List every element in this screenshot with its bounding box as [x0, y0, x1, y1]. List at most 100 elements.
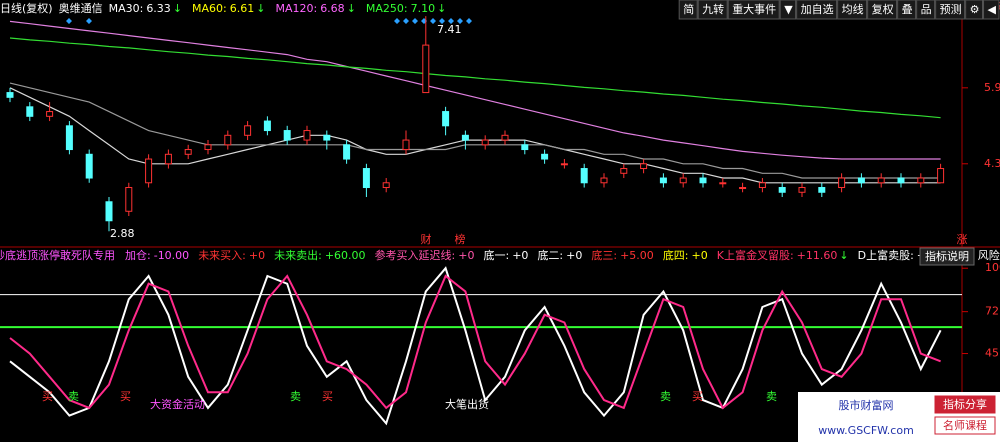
candle-body [917, 177, 925, 184]
candle-body [442, 111, 450, 127]
candle-body [481, 139, 489, 146]
candle-body [382, 182, 390, 189]
indicator-value: +0 [458, 249, 474, 262]
indicator-label: 加仓: [125, 248, 151, 262]
indicator-value: +0 [249, 249, 265, 262]
candle-body [26, 106, 34, 117]
candle-body [659, 177, 667, 184]
candle-body [164, 153, 172, 165]
ma-label: MA120: [275, 2, 317, 15]
y-tick-label: 45 [985, 347, 999, 360]
candle-body [283, 130, 291, 141]
indicator-label: 底一: [484, 248, 510, 262]
toolbar-button[interactable] [678, 0, 698, 20]
candle-body [105, 201, 113, 222]
indicator-line [9, 274, 941, 410]
indicator-help-label: 指标说明 [925, 249, 969, 263]
toolbar-button[interactable] [935, 0, 966, 20]
candle-body [560, 163, 568, 166]
indicator-label: 未来卖出: [274, 248, 322, 262]
candle-body [422, 44, 430, 94]
annotation: 2.88 [110, 227, 135, 240]
candle-body [620, 168, 628, 174]
ma-value: 7.10 [411, 2, 436, 15]
toolbar-button-label: 复权 [872, 2, 894, 16]
annotation: 财 [421, 232, 432, 246]
indicator-value: +60.00 [325, 249, 366, 262]
indicator-value: -10.00 [154, 249, 189, 262]
candle-body [461, 134, 469, 141]
candle-body [719, 182, 727, 185]
toolbar: 简九转 重大事件 ▼ 加自选 均线 复权叠品预测 ⚙ ◀ [678, 0, 1000, 20]
candle-body [224, 134, 232, 146]
annotation: 7.41 [437, 23, 462, 36]
candle-body [303, 130, 311, 141]
watermark-tag [934, 416, 996, 435]
signal-label: 买 [120, 390, 131, 403]
toolbar-button[interactable] [796, 0, 838, 20]
toolbar-button[interactable] [965, 0, 984, 20]
ma-line [9, 37, 941, 119]
toolbar-button[interactable] [983, 0, 1000, 20]
ma-value: 6.68 [320, 2, 345, 15]
candle-body [263, 120, 271, 132]
candle-body [46, 111, 54, 117]
signal-label: 卖 [290, 390, 301, 403]
candle-body [897, 177, 905, 184]
candle-body [343, 144, 351, 160]
indicator-value: +0 [692, 249, 708, 262]
candle-body [204, 144, 212, 151]
candle-body [818, 187, 826, 193]
candle-body [640, 163, 648, 170]
toolbar-button-label: ▼ [784, 3, 793, 16]
candle-body [739, 187, 747, 190]
indicator-label: K上富金叉留股: [717, 248, 794, 262]
candle-body [65, 125, 73, 151]
watermark-tag-label: 指标分享 [943, 397, 987, 411]
signal-label: 卖 [68, 390, 79, 403]
ma-arrow: ↓ [437, 2, 446, 15]
indicator-label: 参考买入延迟线: [375, 248, 456, 262]
toolbar-button-label: 重大事件 [732, 2, 776, 16]
candle-body [600, 177, 608, 184]
ma-arrow: ↓ [256, 2, 265, 15]
toolbar-button[interactable] [697, 0, 728, 20]
ma-value: 6.33 [146, 2, 171, 15]
toolbar-button[interactable] [727, 0, 780, 20]
annotation: 涨 [957, 233, 968, 246]
period: 日线(复权) [0, 1, 53, 15]
toolbar-button-label: 均线 [842, 2, 864, 16]
toolbar-button[interactable] [837, 0, 868, 20]
toolbar-button[interactable] [897, 0, 917, 20]
toolbar-button[interactable] [867, 0, 898, 20]
diamond [66, 18, 92, 24]
indicator-help-button[interactable] [919, 247, 975, 266]
y-tick-label: 100 [985, 261, 1000, 274]
candle-body [362, 168, 370, 189]
ma-arrow: ↓ [173, 2, 182, 15]
watermark-tag [934, 395, 996, 414]
toolbar-button-label: ⚙ [970, 3, 980, 16]
candle-body [541, 153, 549, 160]
ma-line [9, 20, 941, 160]
toolbar-button[interactable] [779, 0, 797, 20]
ma-label: MA60: [192, 2, 227, 15]
ma-label: MA30: [109, 2, 144, 15]
toolbar-button[interactable] [916, 0, 936, 20]
candle-body [184, 149, 192, 155]
indicator-label: 底二: [537, 248, 563, 262]
candle-body [244, 125, 252, 136]
candle-body [580, 168, 588, 184]
signal-label: 大笔出货 [445, 397, 489, 411]
candle-body [857, 177, 865, 184]
ma-line [9, 82, 941, 179]
ma-arrow: ↓ [347, 2, 356, 15]
signal-diamonds [66, 18, 472, 24]
indicator-line [9, 266, 942, 426]
toolbar-button-label: 九转 [702, 2, 724, 16]
